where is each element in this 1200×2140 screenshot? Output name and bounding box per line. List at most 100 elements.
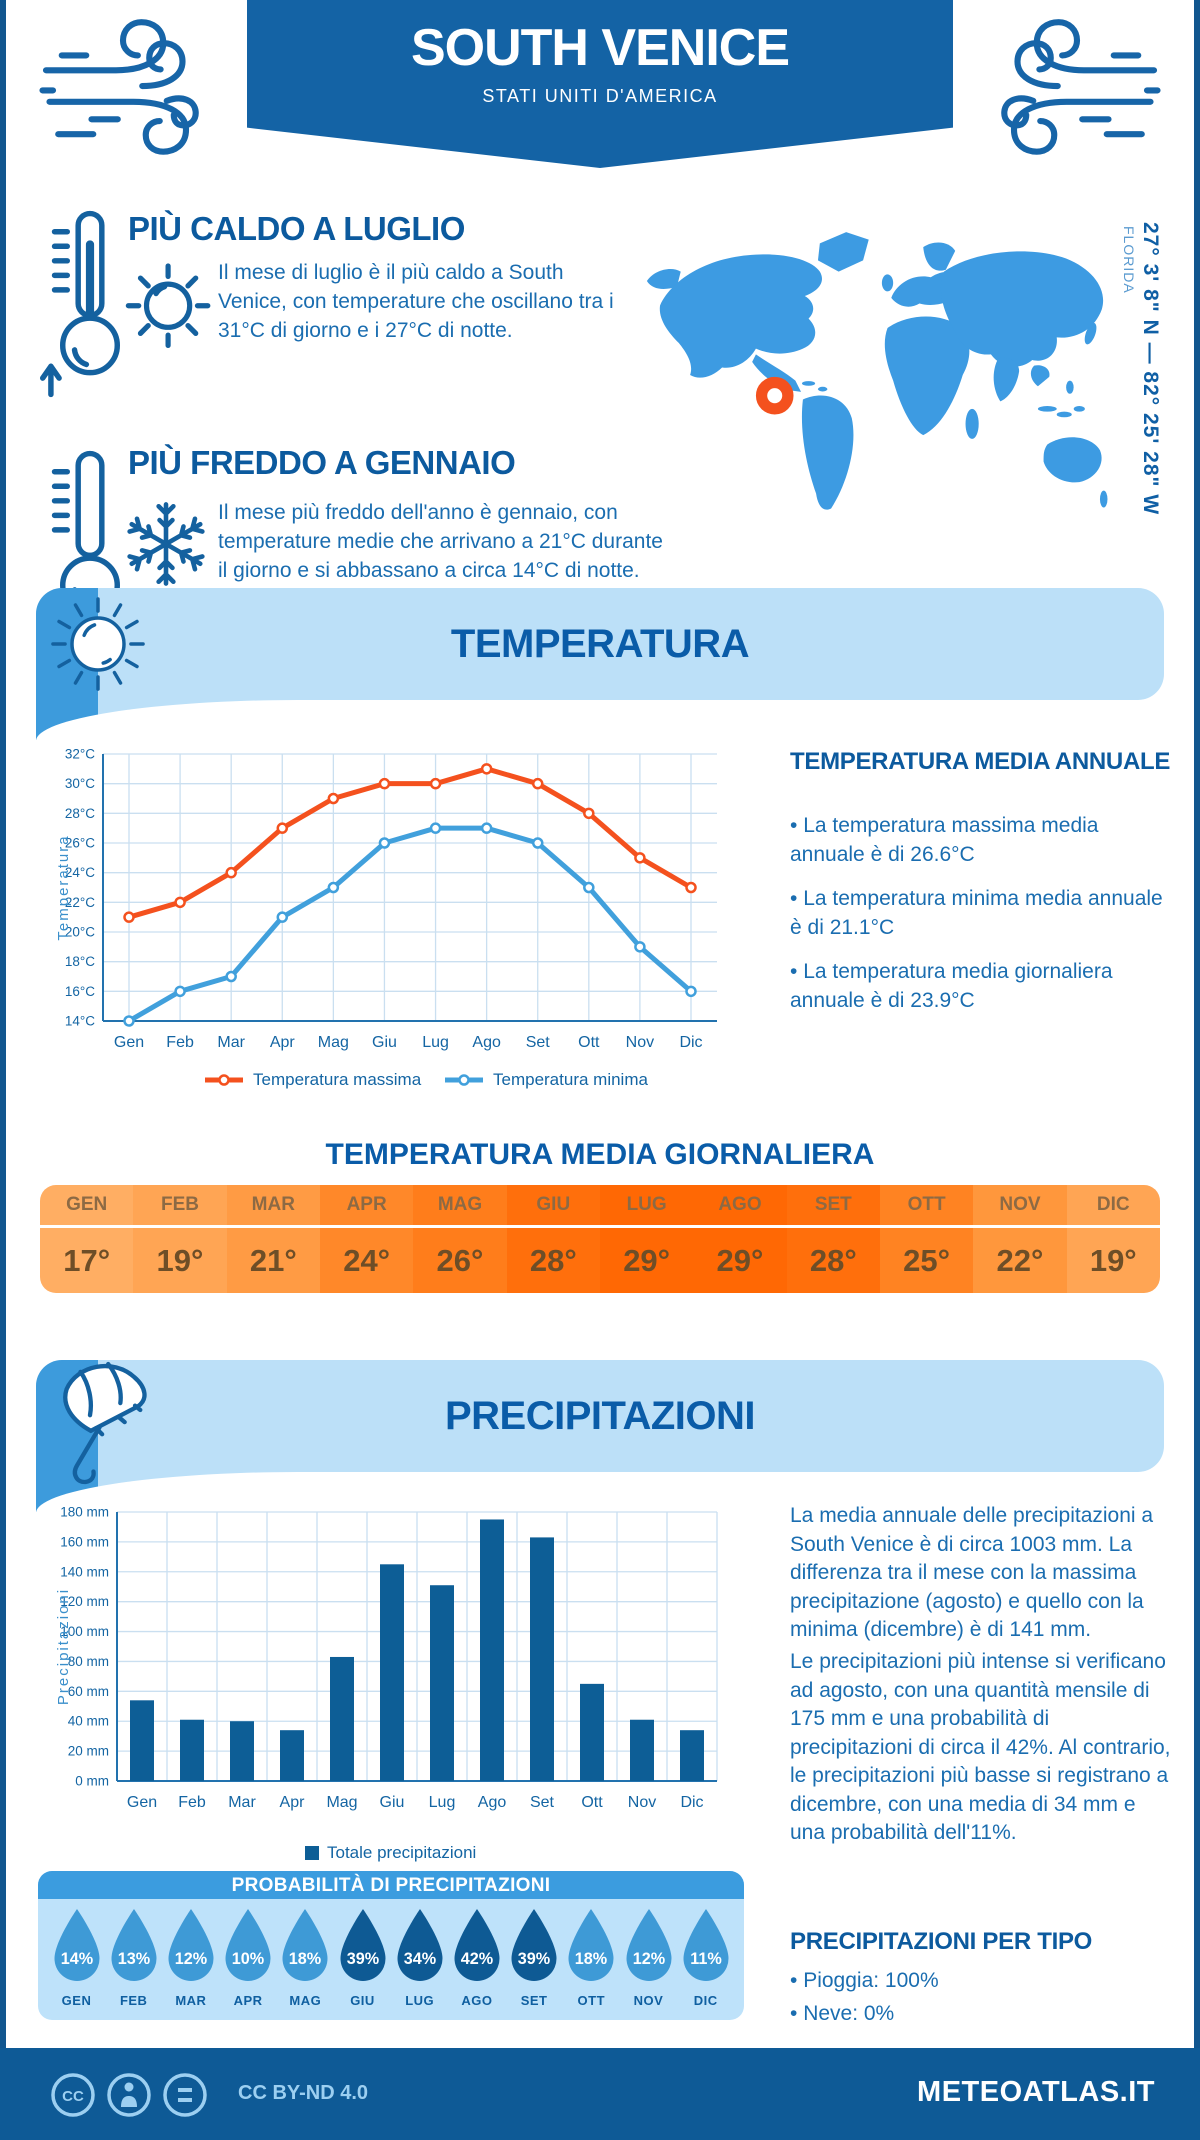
region-label: FLORIDA xyxy=(1121,226,1137,294)
coordinates-text: 27° 3' 8" N — 82° 25' 28" W xyxy=(1139,222,1162,516)
bar-Mag xyxy=(330,1656,354,1781)
svg-text:14°C: 14°C xyxy=(65,1014,95,1029)
svg-text:13%: 13% xyxy=(117,1950,149,1968)
svg-text:26°C: 26°C xyxy=(65,836,95,851)
svg-text:Nov: Nov xyxy=(628,1794,656,1811)
wind-icon xyxy=(1001,19,1161,155)
svg-text:12%: 12% xyxy=(632,1950,664,1968)
cold-title: PIÙ FREDDO A GENNAIO xyxy=(128,444,516,481)
footer-bar: CC CC BY-ND 4.0 METEOATLAS.IT xyxy=(0,2048,1200,2140)
precip-type-item: Pioggia: 100% xyxy=(790,1964,1170,1997)
droplet-icon: 13% xyxy=(111,1909,157,1981)
bar-Ott xyxy=(580,1683,604,1781)
table-values-row: 17° 19° 21° 24° 26° 28° 29° 29° 28° 25° 22° 19° xyxy=(40,1228,1160,1293)
svg-text:Temperatura: Temperatura xyxy=(55,834,72,940)
svg-text:Ago: Ago xyxy=(478,1794,507,1811)
droplet-SET: 39% SET xyxy=(506,1907,563,2008)
svg-text:Lug: Lug xyxy=(429,1794,456,1811)
header-banner: SOUTH VENICE STATI UNITI D'AMERICA xyxy=(247,0,953,168)
svg-text:Gen: Gen xyxy=(114,1034,144,1051)
svg-text:Apr: Apr xyxy=(280,1794,306,1811)
svg-text:Lug: Lug xyxy=(422,1034,449,1051)
table-month-FEB: FEB xyxy=(133,1185,227,1225)
svg-text:18°C: 18°C xyxy=(65,954,95,969)
svg-text:40 mm: 40 mm xyxy=(68,1714,109,1729)
svg-text:Giu: Giu xyxy=(380,1794,405,1811)
table-month-NOV: NOV xyxy=(973,1185,1067,1225)
thermometer-hot-icon xyxy=(40,210,120,398)
table-value-SET: 28° xyxy=(786,1228,880,1293)
droplet-icon: 39% xyxy=(340,1909,385,1981)
droplet-icon: 11% xyxy=(683,1909,729,1981)
table-month-LUG: LUG xyxy=(599,1185,694,1225)
svg-text:Mag: Mag xyxy=(318,1034,349,1051)
location-marker xyxy=(755,376,794,415)
svg-text:14%: 14% xyxy=(60,1950,92,1968)
svg-text:39%: 39% xyxy=(346,1950,378,1968)
svg-text:42%: 42% xyxy=(461,1950,493,1968)
svg-text:Ago: Ago xyxy=(472,1034,501,1051)
svg-text:20 mm: 20 mm xyxy=(68,1744,109,1759)
svg-text:Giu: Giu xyxy=(372,1034,397,1051)
droplet-LUG: 34% LUG xyxy=(391,1907,448,2008)
table-value-MAG: 26° xyxy=(413,1228,507,1293)
table-value-LUG: 29° xyxy=(599,1228,694,1293)
svg-text:16°C: 16°C xyxy=(65,984,95,999)
svg-text:Mar: Mar xyxy=(217,1034,245,1051)
brand-name: METEOATLAS.IT xyxy=(917,2076,1155,2108)
droplet-icon: 34% xyxy=(397,1909,443,1981)
droplet-OTT: 18% OTT xyxy=(563,1907,620,2008)
bar-Mar xyxy=(230,1721,254,1781)
svg-text:0 mm: 0 mm xyxy=(75,1774,109,1789)
cold-text: Il mese più freddo dell'anno è gennaio, … xyxy=(218,501,663,582)
droplet-FEB: 13% FEB xyxy=(105,1907,162,2008)
warm-title: PIÙ CALDO A LUGLIO xyxy=(128,210,465,247)
umbrella-icon xyxy=(63,1361,147,1485)
equals-icon xyxy=(163,2073,207,2117)
bar-Giu xyxy=(380,1564,404,1781)
table-value-FEB: 19° xyxy=(133,1228,227,1293)
table-value-GEN: 17° xyxy=(40,1228,134,1293)
table-month-APR: APR xyxy=(319,1185,414,1225)
temperature-band xyxy=(36,588,1164,700)
svg-text:Totale precipitazioni: Totale precipitazioni xyxy=(327,1843,476,1862)
svg-text:Dic: Dic xyxy=(679,1034,702,1051)
svg-text:Set: Set xyxy=(526,1034,551,1051)
license-text: CC BY-ND 4.0 xyxy=(238,2082,369,2104)
table-value-NOV: 22° xyxy=(973,1228,1067,1293)
svg-text:28°C: 28°C xyxy=(65,806,95,821)
svg-text:160 mm: 160 mm xyxy=(60,1534,109,1549)
droplet-icon: 39% xyxy=(511,1909,557,1981)
cc-icon: CC xyxy=(51,2073,95,2117)
page-subtitle: STATI UNITI D'AMERICA xyxy=(482,86,718,106)
svg-text:18%: 18% xyxy=(289,1950,321,1968)
svg-text:Mar: Mar xyxy=(228,1794,256,1811)
daily-table-title: TEMPERATURA MEDIA GIORNALIERA xyxy=(325,1138,875,1171)
probability-title: PROBABILITÀ DI PRECIPITAZIONI xyxy=(38,1871,744,1899)
svg-text:Temperatura massima: Temperatura massima xyxy=(253,1070,422,1089)
wind-icon xyxy=(39,19,199,155)
droplet-icon: 18% xyxy=(568,1909,614,1981)
table-header-row: GEN FEB MAR APR MAG GIU LUG AGO SET OTT NOV DIC xyxy=(40,1185,1160,1228)
svg-text:Ott: Ott xyxy=(581,1794,603,1811)
svg-text:100 mm: 100 mm xyxy=(60,1624,109,1639)
droplet-GIU: 39% GIU xyxy=(334,1907,391,2008)
bar-Lug xyxy=(430,1585,454,1781)
legend-item: Temperatura minima xyxy=(445,1070,648,1089)
svg-text:Nov: Nov xyxy=(626,1034,654,1051)
annual-temp-bullets: La temperatura massima media annuale è d… xyxy=(790,812,1172,1031)
annual-bullet: La temperatura minima media annuale è di… xyxy=(790,885,1172,942)
page-border-left xyxy=(0,0,6,2048)
table-value-GIU: 28° xyxy=(506,1228,600,1293)
droplet-icon: 10% xyxy=(225,1909,271,1981)
droplet-DIC: 11% DIC xyxy=(677,1907,734,2008)
temperature-line-chart: 14°C 16°C 18°C 20°C 22°C 24°C 26°C 28°C 30°C 32°C… xyxy=(55,747,717,1089)
svg-text:22°C: 22°C xyxy=(65,895,95,910)
bar-Ago xyxy=(480,1519,504,1781)
bar-Gen xyxy=(130,1700,154,1781)
svg-text:Apr: Apr xyxy=(270,1034,296,1051)
precipitation-probability-panel: PROBABILITÀ DI PRECIPITAZIONI 14% GEN 13% F… xyxy=(38,1871,744,2020)
svg-text:80 mm: 80 mm xyxy=(68,1654,109,1669)
svg-text:32°C: 32°C xyxy=(65,747,95,762)
table-month-OTT: OTT xyxy=(879,1185,974,1225)
